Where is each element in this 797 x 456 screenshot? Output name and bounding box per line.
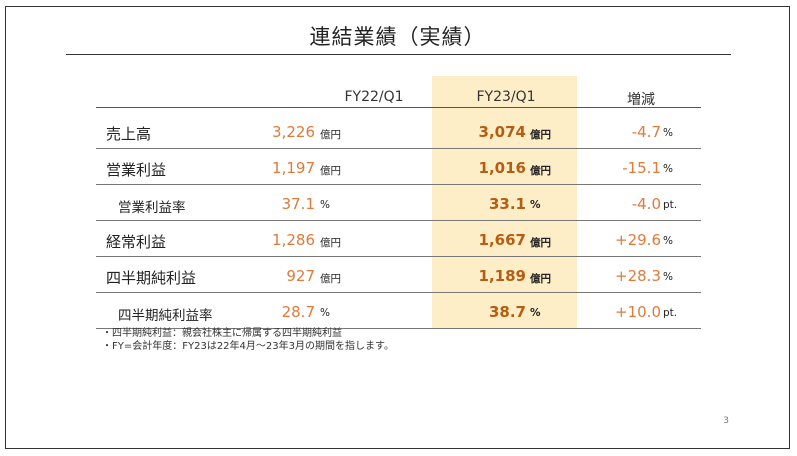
footnotes: ・四半期純利益：親会社株主に帰属する四半期純利益 ・FY=会計年度：FY23は2… (102, 328, 394, 353)
value-cur: 38.7 (488, 303, 526, 321)
row-label: 四半期純利益率 (118, 308, 213, 324)
unit-prev: 億円 (320, 237, 341, 249)
value-cur: 33.1 (488, 195, 526, 213)
unit-change: % (663, 127, 673, 139)
row-divider (96, 292, 701, 293)
unit-change: % (663, 235, 673, 247)
unit-change: % (663, 163, 673, 175)
row-label: 営業利益 (106, 161, 167, 179)
unit-change: pt. (663, 307, 678, 319)
value-prev: 37.1 (281, 195, 315, 213)
row-label: 四半期純利益 (106, 269, 197, 287)
value-prev: 1,286 (272, 231, 315, 249)
page-number: 3 (723, 416, 729, 426)
unit-prev: 億円 (320, 129, 341, 141)
unit-change: % (663, 271, 673, 283)
unit-cur: % (530, 199, 541, 211)
value-change: -15.1 (622, 159, 661, 177)
table-row: 四半期純利益 927 億円 1,189 億円 +28.3 % (96, 259, 701, 293)
row-divider (96, 148, 701, 149)
value-change: -4.0 (631, 195, 661, 213)
unit-prev: % (320, 307, 330, 319)
title-divider (66, 54, 731, 55)
current-period-highlight (432, 76, 577, 329)
value-change: +10.0 (615, 303, 661, 321)
header-prev: FY22/Q1 (344, 89, 404, 105)
unit-change: pt. (663, 199, 678, 211)
value-cur: 1,667 (478, 231, 526, 249)
row-label: 売上高 (106, 125, 152, 143)
row-divider (96, 184, 701, 185)
footnote: ・FY=会計年度：FY23は22年4月～23年3月の期間を指します。 (102, 340, 394, 352)
value-cur: 1,189 (478, 267, 526, 285)
unit-prev: 億円 (320, 273, 341, 285)
value-cur: 3,074 (478, 123, 526, 141)
table-row: 四半期純利益率 28.7 % 38.7 % +10.0 pt. (96, 295, 701, 329)
value-prev: 28.7 (281, 303, 315, 321)
header-cur: FY23/Q1 (476, 89, 536, 105)
unit-prev: 億円 (320, 165, 341, 177)
value-prev: 1,197 (272, 159, 315, 177)
unit-cur: % (530, 307, 541, 319)
table-row: 売上高 3,226 億円 3,074 億円 -4.7 % (96, 115, 701, 149)
row-divider (96, 328, 701, 329)
value-prev: 3,226 (272, 123, 315, 141)
value-change: +29.6 (615, 231, 661, 249)
value-cur: 1,016 (478, 159, 526, 177)
table-row: 営業利益率 37.1 % 33.1 % -4.0 pt. (96, 187, 701, 221)
value-prev: 927 (286, 267, 315, 285)
row-label: 経常利益 (106, 233, 167, 251)
unit-cur: 億円 (530, 129, 551, 141)
row-divider (96, 220, 701, 221)
slide: 連結業績（実績） FY22/Q1 FY23/Q1 増減 売上高 3,226 億円… (5, 6, 790, 449)
header-change: 増減 (627, 92, 655, 108)
unit-cur: 億円 (530, 165, 551, 177)
value-change: -4.7 (631, 123, 661, 141)
table-row: 経常利益 1,286 億円 1,667 億円 +29.6 % (96, 223, 701, 257)
table-row: 営業利益 1,197 億円 1,016 億円 -15.1 % (96, 151, 701, 185)
row-divider (96, 256, 701, 257)
slide-title: 連結業績（実績） (309, 25, 486, 49)
unit-cur: 億円 (530, 237, 551, 249)
row-label: 営業利益率 (118, 200, 186, 216)
unit-cur: 億円 (530, 273, 551, 285)
header-divider (96, 107, 701, 108)
footnote: ・四半期純利益：親会社株主に帰属する四半期純利益 (102, 328, 342, 339)
value-change: +28.3 (615, 267, 661, 285)
unit-prev: % (320, 199, 330, 211)
